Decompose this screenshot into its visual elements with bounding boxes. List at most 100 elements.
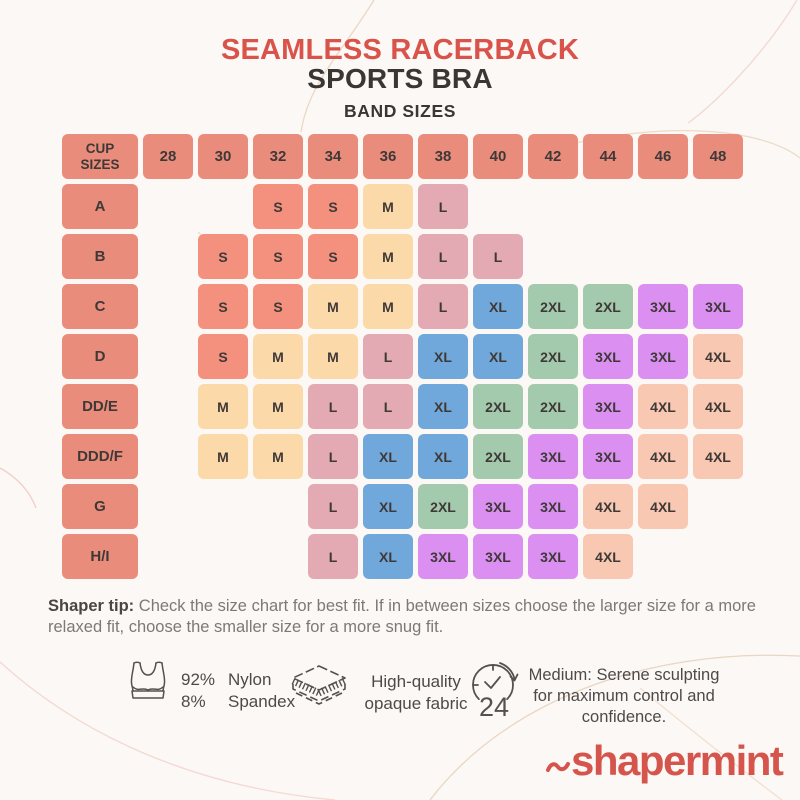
band-size-header-cell: 38 — [418, 134, 468, 179]
size-cell: L — [418, 234, 468, 279]
empty-cell — [638, 184, 688, 229]
size-cell: 4XL — [638, 484, 688, 529]
size-cell: 3XL — [473, 484, 523, 529]
size-cell: 3XL — [638, 334, 688, 379]
fabric-feature-text: High-quality opaque fabric — [356, 671, 476, 715]
size-cell: M — [253, 434, 303, 479]
size-cell: 2XL — [583, 284, 633, 329]
size-cell: 4XL — [583, 534, 633, 579]
fabric-feature-line-1: High-quality — [371, 672, 461, 691]
shaper-tip: Shaper tip: Check the size chart for bes… — [48, 596, 764, 639]
shaper-tip-label: Shaper tip: — [48, 597, 135, 615]
size-cell: 4XL — [583, 484, 633, 529]
cup-size-label-cell: DDD/F — [62, 434, 138, 479]
cup-size-label-cell: A — [62, 184, 138, 229]
size-cell: XL — [473, 334, 523, 379]
empty-cell — [143, 384, 193, 429]
empty-cell — [638, 234, 688, 279]
size-cell: 3XL — [528, 484, 578, 529]
chart-subtitle: BAND SIZES — [344, 101, 456, 121]
size-cell: L — [363, 384, 413, 429]
cup-sizes-corner-cell: CUP SIZES — [62, 134, 138, 179]
size-cell: L — [308, 484, 358, 529]
size-cell: 4XL — [638, 434, 688, 479]
band-size-header-cell: 32 — [253, 134, 303, 179]
24h-clock-icon: 24 — [472, 662, 519, 720]
empty-cell — [473, 184, 523, 229]
size-cell: S — [198, 284, 248, 329]
size-cell: 2XL — [473, 384, 523, 429]
size-cell: 3XL — [693, 284, 743, 329]
decorative-curve — [687, 0, 798, 124]
band-size-header-cell: 34 — [308, 134, 358, 179]
empty-cell — [253, 484, 303, 529]
size-cell: L — [418, 284, 468, 329]
band-size-header-cell: 36 — [363, 134, 413, 179]
band-size-header-cell: 30 — [198, 134, 248, 179]
product-title-line2: SPORTS BRA — [307, 63, 493, 94]
size-cell: M — [198, 384, 248, 429]
size-cell: S — [308, 184, 358, 229]
clock-24-label: 24 — [479, 692, 509, 720]
empty-cell — [143, 434, 193, 479]
fabric-icon — [291, 665, 347, 705]
compression-line-3: confidence. — [581, 707, 667, 726]
size-cell: 2XL — [473, 434, 523, 479]
size-cell: 4XL — [693, 434, 743, 479]
size-cell: 3XL — [528, 534, 578, 579]
size-cell: M — [308, 334, 358, 379]
band-size-header-cell: 28 — [143, 134, 193, 179]
size-cell: M — [253, 384, 303, 429]
size-cell: S — [308, 234, 358, 279]
size-cell: XL — [363, 534, 413, 579]
size-cell: S — [253, 284, 303, 329]
shaper-tip-text: Check the size chart for best fit. If in… — [48, 597, 756, 637]
shapermint-logo: shapermint — [546, 740, 784, 782]
size-cell: M — [198, 434, 248, 479]
empty-cell — [143, 184, 193, 229]
empty-cell — [253, 534, 303, 579]
cup-size-label-cell: DD/E — [62, 384, 138, 429]
decorative-curve — [639, 687, 783, 800]
size-cell: 2XL — [528, 284, 578, 329]
size-cell: 2XL — [418, 484, 468, 529]
empty-cell — [528, 234, 578, 279]
empty-cell — [693, 534, 743, 579]
material-name-1: Nylon — [228, 670, 272, 689]
band-size-header-cell: 40 — [473, 134, 523, 179]
compression-line-1: Medium: Serene sculpting — [528, 666, 720, 684]
empty-cell — [143, 334, 193, 379]
material-names: Nylon Spandex — [228, 669, 295, 713]
fabric-feature-line-2: opaque fabric — [364, 694, 468, 714]
empty-cell — [638, 534, 688, 579]
material-percent-2: 8% — [181, 692, 206, 712]
empty-cell — [143, 484, 193, 529]
size-cell: L — [308, 384, 358, 429]
empty-cell — [693, 484, 743, 529]
cup-size-label-cell: B — [62, 234, 138, 279]
band-size-header-cell: 46 — [638, 134, 688, 179]
cup-size-label-cell: D — [62, 334, 138, 379]
bra-icon — [130, 661, 166, 699]
size-cell: 2XL — [528, 334, 578, 379]
size-cell: L — [308, 534, 358, 579]
size-cell: XL — [418, 434, 468, 479]
empty-cell — [198, 534, 248, 579]
cup-size-label-cell: C — [62, 284, 138, 329]
size-cell: L — [418, 184, 468, 229]
size-cell: 3XL — [583, 384, 633, 429]
material-name-2: Spandex — [228, 692, 296, 712]
size-cell: 3XL — [583, 334, 633, 379]
empty-cell — [693, 234, 743, 279]
decorative-curve — [0, 661, 336, 800]
empty-cell — [198, 184, 248, 229]
size-cell: XL — [418, 334, 468, 379]
empty-cell — [143, 234, 193, 279]
size-cell: L — [308, 434, 358, 479]
size-cell: L — [473, 234, 523, 279]
logo-swash-icon — [546, 762, 570, 772]
size-cell: 2XL — [528, 384, 578, 429]
size-cell: 3XL — [528, 434, 578, 479]
size-cell: 4XL — [693, 334, 743, 379]
empty-cell — [143, 284, 193, 329]
